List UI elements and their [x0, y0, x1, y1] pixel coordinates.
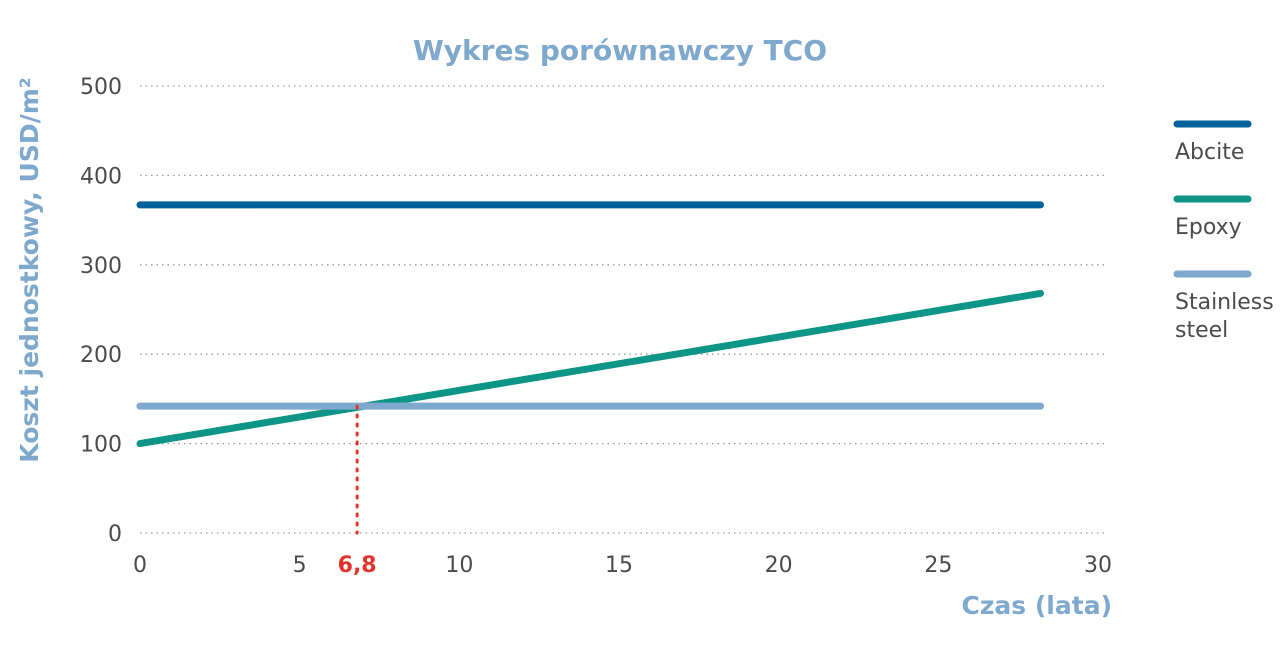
legend-label-stainless-steel: Stainless steel [1175, 290, 1274, 343]
x-tick-label: 20 [765, 553, 793, 578]
x-tick-label: 10 [445, 553, 473, 578]
gridlines [140, 85, 1104, 534]
crossing-annotation: 6,8 [338, 404, 377, 578]
y-axis-title: Koszt jednostkowy, USD/m² [15, 77, 44, 462]
y-tick-label: 300 [80, 254, 122, 279]
legend-label-epoxy: Epoxy [1175, 215, 1242, 240]
y-tick-label: 500 [80, 75, 122, 100]
y-tick-label: 0 [108, 522, 122, 547]
y-tick-label: 100 [80, 433, 122, 458]
x-axis-ticks: 0 5 10 15 20 25 30 [133, 553, 1112, 578]
y-tick-label: 200 [80, 343, 122, 368]
legend-label-abcite: Abcite [1175, 140, 1244, 165]
x-tick-label: 15 [605, 553, 633, 578]
y-tick-label: 400 [80, 164, 122, 189]
chart-title: Wykres porównawczy TCO [413, 34, 827, 67]
series-lines [136, 201, 1044, 448]
x-axis-title: Czas (lata) [962, 591, 1112, 620]
x-tick-label: 30 [1084, 553, 1112, 578]
y-axis-ticks: 0 100 200 300 400 500 [80, 75, 122, 547]
x-tick-label: 5 [293, 553, 307, 578]
series-line-epoxy [136, 289, 1044, 448]
legend: Abcite Epoxy Stainless steel [1173, 120, 1274, 343]
crossing-label: 6,8 [338, 553, 377, 578]
x-tick-label: 25 [924, 553, 952, 578]
x-tick-label: 0 [133, 553, 147, 578]
